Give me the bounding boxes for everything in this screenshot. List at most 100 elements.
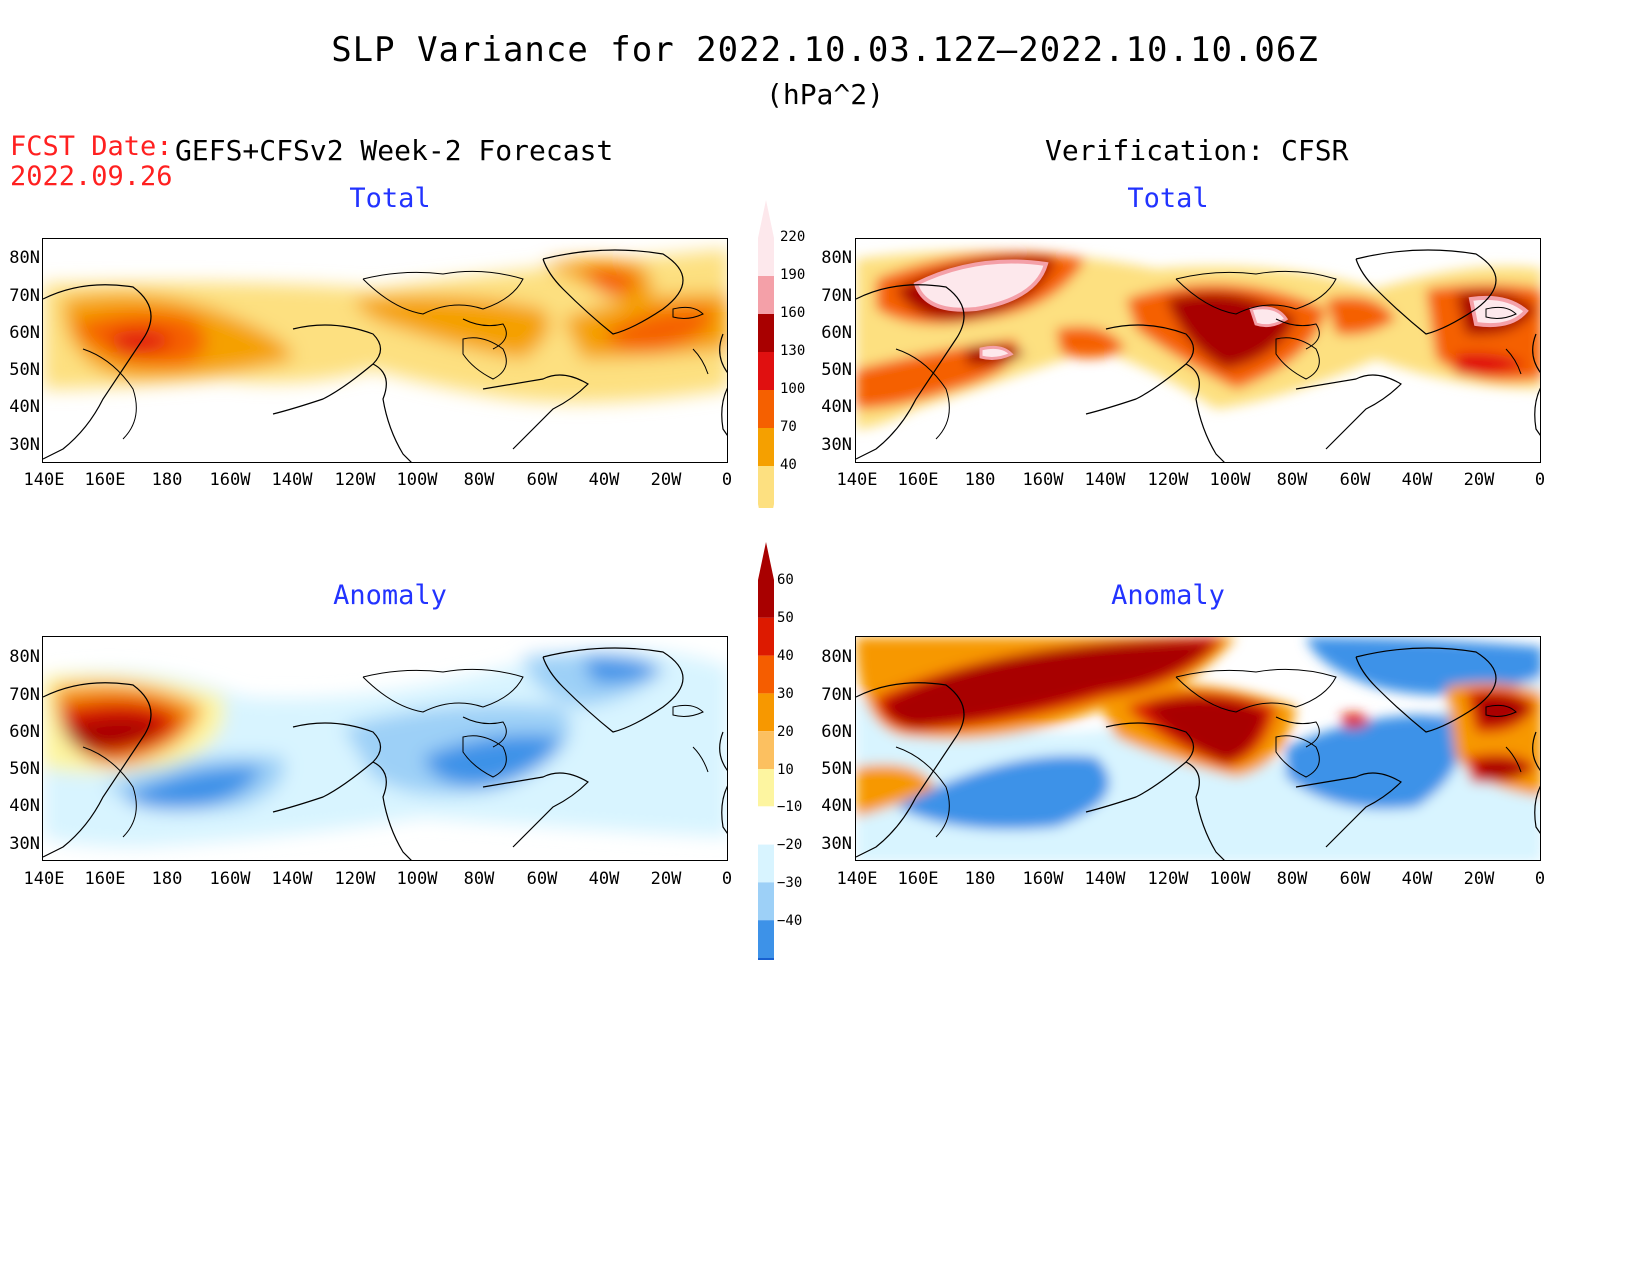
- lat-label: 50N: [9, 759, 40, 779]
- anomaly-colorbar-swatch: [758, 693, 774, 732]
- lon-label: 160W: [1022, 470, 1064, 490]
- lat-label: 80N: [821, 248, 852, 268]
- lon-label: 140E: [23, 869, 65, 889]
- total-colorbar-swatch: [758, 428, 774, 466]
- total-colorbar-swatch: [758, 238, 774, 276]
- lon-label: 180: [964, 470, 996, 490]
- lon-label: 20W: [650, 869, 682, 889]
- total-colorbar-label: 160: [780, 305, 806, 321]
- verif-total-map: [855, 238, 1541, 463]
- anomaly-colorbar-label: 50: [777, 610, 794, 626]
- total-colorbar-swatch: [758, 314, 774, 352]
- lon-label: 160W: [1022, 869, 1064, 889]
- lat-label: 40N: [9, 796, 40, 816]
- forecast-anomaly-map: [42, 636, 728, 861]
- lat-label: 30N: [821, 834, 852, 854]
- lon-label: 180: [151, 470, 183, 490]
- lon-label: 60W: [526, 470, 558, 490]
- forecast-total-map: [42, 238, 728, 463]
- lat-label: 70N: [821, 286, 852, 306]
- lon-label: 80W: [463, 470, 495, 490]
- lon-label: 120W: [1147, 470, 1189, 490]
- total-colorbar-label: 100: [780, 381, 806, 397]
- anomaly-colorbar-label: 10: [777, 762, 794, 778]
- lon-label: 60W: [1339, 470, 1371, 490]
- anomaly-colorbar-label: −10: [777, 799, 803, 815]
- lat-label: 30N: [9, 834, 40, 854]
- lat-label: 50N: [821, 360, 852, 380]
- forecast-total-title: Total: [349, 183, 431, 214]
- anomaly-colorbar-swatch: [758, 844, 774, 883]
- anomaly-colorbar-swatch: [758, 617, 774, 656]
- lat-label: 40N: [821, 397, 852, 417]
- units-label: (hPa^2): [765, 78, 884, 111]
- lon-label: 20W: [1463, 470, 1495, 490]
- lon-label: 20W: [650, 470, 682, 490]
- forecast-anomaly-title: Anomaly: [333, 580, 447, 611]
- verif-anomaly-map: [855, 636, 1541, 861]
- anomaly-colorbar-top-arrow: [758, 542, 774, 580]
- lon-label: 80W: [463, 869, 495, 889]
- chart-title: SLP Variance for 2022.10.03.12Z–2022.10.…: [331, 30, 1319, 70]
- anomaly-colorbar-swatch: [758, 580, 774, 618]
- verification-heading: Verification: CFSR: [1045, 134, 1349, 167]
- lon-label: 140W: [271, 470, 313, 490]
- total-colorbar-bottom-arrow: [758, 504, 774, 544]
- anomaly-colorbar-label: −20: [777, 837, 803, 853]
- lon-label: 180: [151, 869, 183, 889]
- lon-label: 120W: [334, 470, 376, 490]
- lat-label: 80N: [9, 248, 40, 268]
- total-colorbar-label: 130: [780, 343, 806, 359]
- lat-label: 40N: [9, 397, 40, 417]
- fcst-date-value: 2022.09.26: [10, 161, 173, 192]
- lat-label: 30N: [9, 435, 40, 455]
- anomaly-colorbar-label: 60: [777, 572, 794, 588]
- lon-label: 0: [721, 470, 733, 490]
- lon-label: 160E: [897, 869, 939, 889]
- lat-label: 60N: [821, 722, 852, 742]
- total-colorbar-label: 70: [780, 419, 797, 435]
- total-colorbar-label: 220: [780, 229, 806, 245]
- lon-label: 40W: [1401, 869, 1433, 889]
- lon-label: 120W: [334, 869, 376, 889]
- anomaly-colorbar-swatch: [758, 882, 774, 921]
- lat-label: 30N: [821, 435, 852, 455]
- lon-label: 40W: [588, 470, 620, 490]
- lon-label: 140W: [271, 869, 313, 889]
- total-colorbar-swatch: [758, 352, 774, 390]
- lon-label: 0: [1534, 470, 1546, 490]
- lon-label: 160W: [209, 869, 251, 889]
- lon-label: 140W: [1084, 869, 1126, 889]
- lon-label: 40W: [1401, 470, 1433, 490]
- lat-label: 60N: [9, 722, 40, 742]
- lon-label: 140E: [836, 869, 878, 889]
- lat-label: 70N: [9, 685, 40, 705]
- lon-label: 160W: [209, 470, 251, 490]
- anomaly-colorbar-label: 20: [777, 724, 794, 740]
- fcst-date-block: FCST Date: 2022.09.26: [10, 132, 173, 192]
- total-colorbar-swatch: [758, 276, 774, 314]
- lon-label: 140E: [23, 470, 65, 490]
- lat-label: 50N: [9, 360, 40, 380]
- lat-label: 80N: [821, 647, 852, 667]
- anomaly-colorbar-graphic: [757, 542, 775, 1036]
- lat-label: 50N: [821, 759, 852, 779]
- lon-label: 60W: [526, 869, 558, 889]
- verif-anomaly-title: Anomaly: [1111, 580, 1225, 611]
- anomaly-colorbar-swatch: [757, 806, 775, 846]
- total-colorbar-swatch: [758, 390, 774, 428]
- total-colorbar-label: 190: [780, 267, 806, 283]
- anomaly-colorbar-label: −30: [777, 875, 803, 891]
- total-colorbar-label: 40: [780, 457, 797, 473]
- anomaly-colorbar-swatch: [758, 655, 774, 694]
- lat-label: 60N: [9, 323, 40, 343]
- lat-label: 70N: [821, 685, 852, 705]
- lat-label: 70N: [9, 286, 40, 306]
- lon-label: 160E: [897, 470, 939, 490]
- lon-label: 100W: [396, 869, 438, 889]
- anomaly-colorbar-label: 30: [777, 686, 794, 702]
- forecast-heading: GEFS+CFSv2 Week-2 Forecast: [175, 134, 614, 167]
- verif-total-title: Total: [1127, 183, 1209, 214]
- lon-label: 140E: [836, 470, 878, 490]
- anomaly-colorbar-swatch: [758, 958, 774, 996]
